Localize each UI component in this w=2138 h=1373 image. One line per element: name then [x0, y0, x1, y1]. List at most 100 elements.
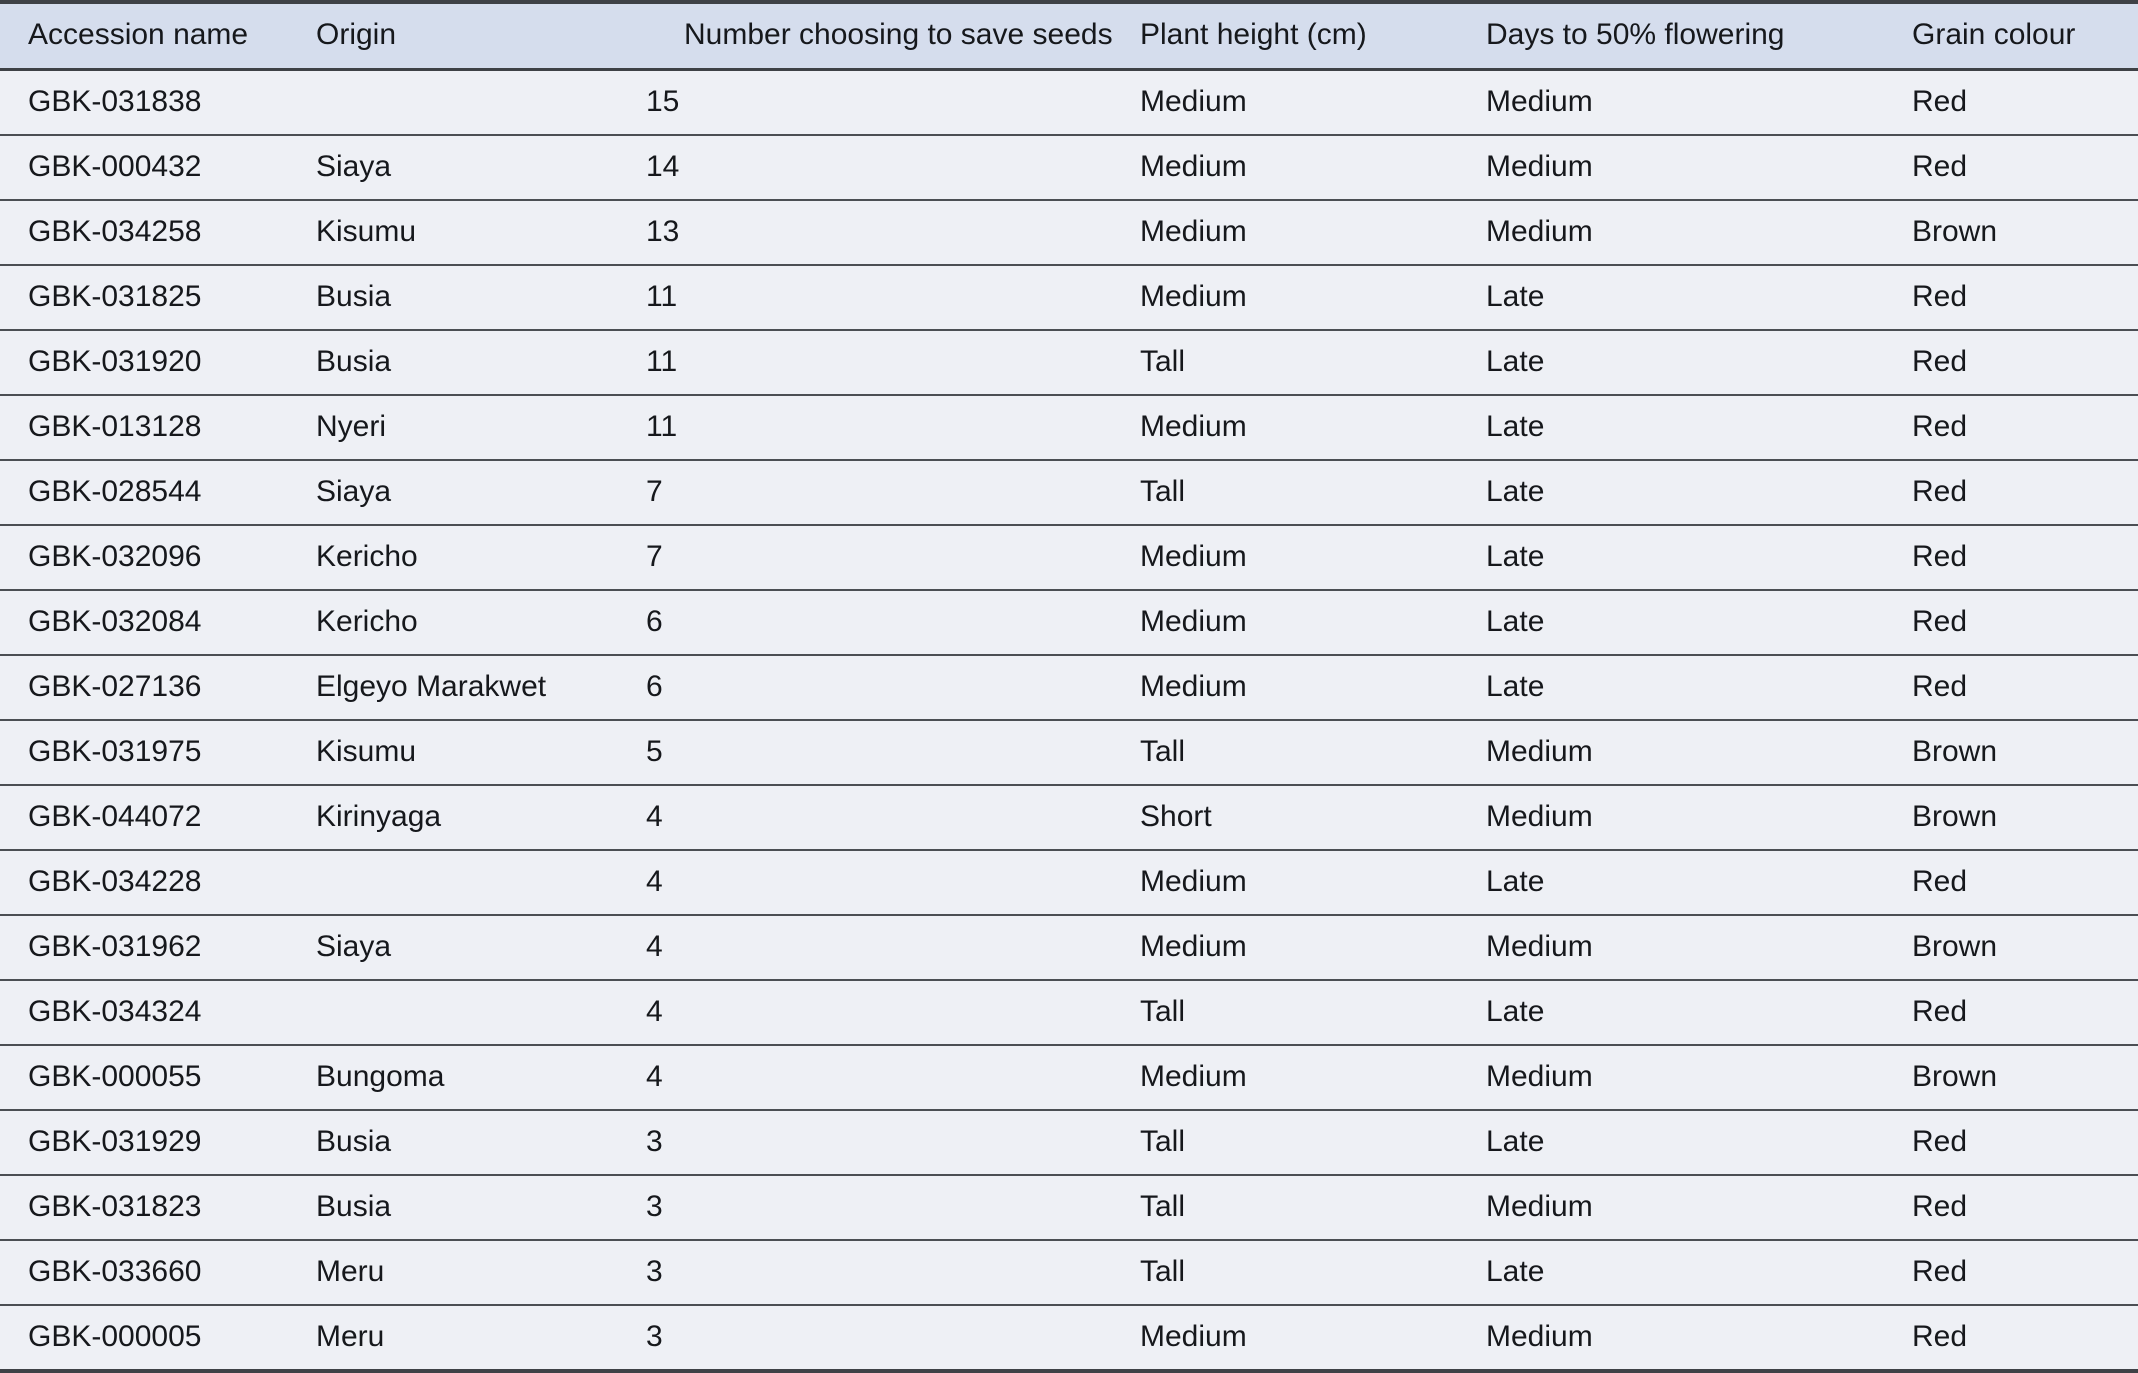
cell-days_to_flowering: Medium [1460, 1045, 1886, 1111]
cell-plant_height: Medium [1114, 1045, 1460, 1111]
cell-days_to_flowering: Late [1460, 330, 1886, 396]
cell-days_to_flowering: Late [1460, 525, 1886, 591]
cell-origin [288, 69, 646, 136]
table-row: GBK-034228 4 Medium Late Red [0, 850, 2138, 916]
cell-days_to_flowering: Medium [1460, 135, 1886, 201]
cell-grain_colour: Red [1886, 1305, 2138, 1373]
cell-origin: Siaya [288, 135, 646, 201]
cell-number_saving_seeds: 14 [646, 135, 1114, 201]
column-header-plant-height: Plant height (cm) [1114, 0, 1460, 71]
cell-plant_height: Medium [1114, 590, 1460, 656]
cell-origin: Meru [288, 1305, 646, 1373]
cell-accession_name: GBK-031838 [0, 69, 288, 136]
cell-accession_name: GBK-031825 [0, 265, 288, 331]
cell-plant_height: Medium [1114, 200, 1460, 266]
column-header-grain-colour: Grain colour [1886, 0, 2138, 71]
table-row: GBK-013128 Nyeri 11 Medium Late Red [0, 395, 2138, 461]
cell-plant_height: Tall [1114, 1240, 1460, 1306]
cell-origin: Siaya [288, 460, 646, 526]
cell-accession_name: GBK-031929 [0, 1110, 288, 1176]
cell-accession_name: GBK-031962 [0, 915, 288, 981]
cell-plant_height: Tall [1114, 1175, 1460, 1241]
cell-origin [288, 850, 646, 916]
cell-days_to_flowering: Late [1460, 980, 1886, 1046]
cell-accession_name: GBK-028544 [0, 460, 288, 526]
table-row: GBK-028544 Siaya 7 Tall Late Red [0, 460, 2138, 526]
table-row: GBK-027136 Elgeyo Marakwet 6 Medium Late Red [0, 655, 2138, 721]
cell-accession_name: GBK-000055 [0, 1045, 288, 1111]
cell-grain_colour: Brown [1886, 720, 2138, 786]
cell-origin: Busia [288, 330, 646, 396]
cell-plant_height: Medium [1114, 1305, 1460, 1373]
cell-days_to_flowering: Late [1460, 460, 1886, 526]
cell-number_saving_seeds: 4 [646, 785, 1114, 851]
table-row: GBK-000432 Siaya 14 Medium Medium Red [0, 135, 2138, 201]
cell-plant_height: Medium [1114, 525, 1460, 591]
cell-grain_colour: Red [1886, 135, 2138, 201]
cell-grain_colour: Brown [1886, 915, 2138, 981]
cell-origin [288, 980, 646, 1046]
cell-days_to_flowering: Medium [1460, 720, 1886, 786]
cell-origin: Kericho [288, 525, 646, 591]
cell-days_to_flowering: Late [1460, 655, 1886, 721]
cell-number_saving_seeds: 7 [646, 460, 1114, 526]
cell-days_to_flowering: Medium [1460, 1305, 1886, 1373]
cell-days_to_flowering: Late [1460, 590, 1886, 656]
cell-origin: Bungoma [288, 1045, 646, 1111]
table-row: GBK-034324 4 Tall Late Red [0, 980, 2138, 1046]
table-header: Accession name Origin Number choosing to… [0, 0, 2138, 71]
cell-plant_height: Medium [1114, 655, 1460, 721]
cell-origin: Busia [288, 1175, 646, 1241]
cell-origin: Nyeri [288, 395, 646, 461]
cell-accession_name: GBK-000005 [0, 1305, 288, 1373]
cell-number_saving_seeds: 11 [646, 395, 1114, 461]
cell-days_to_flowering: Late [1460, 1110, 1886, 1176]
cell-number_saving_seeds: 4 [646, 915, 1114, 981]
cell-grain_colour: Red [1886, 1175, 2138, 1241]
cell-origin: Busia [288, 1110, 646, 1176]
cell-origin: Kisumu [288, 200, 646, 266]
table-row: GBK-031825 Busia 11 Medium Late Red [0, 265, 2138, 331]
cell-accession_name: GBK-031920 [0, 330, 288, 396]
cell-grain_colour: Red [1886, 525, 2138, 591]
column-header-days-to-flowering: Days to 50% flowering [1460, 0, 1886, 71]
cell-number_saving_seeds: 11 [646, 265, 1114, 331]
cell-grain_colour: Red [1886, 655, 2138, 721]
cell-plant_height: Medium [1114, 69, 1460, 136]
cell-plant_height: Tall [1114, 1110, 1460, 1176]
cell-grain_colour: Red [1886, 330, 2138, 396]
column-header-origin: Origin [288, 0, 646, 71]
cell-grain_colour: Red [1886, 850, 2138, 916]
table-row: GBK-000005 Meru 3 Medium Medium Red [0, 1305, 2138, 1373]
cell-accession_name: GBK-044072 [0, 785, 288, 851]
cell-number_saving_seeds: 4 [646, 850, 1114, 916]
cell-number_saving_seeds: 6 [646, 590, 1114, 656]
column-header-number-saving-seeds: Number choosing to save seeds [646, 0, 1114, 71]
cell-plant_height: Tall [1114, 330, 1460, 396]
cell-days_to_flowering: Medium [1460, 69, 1886, 136]
cell-days_to_flowering: Late [1460, 265, 1886, 331]
table-row: GBK-031838 15 Medium Medium Red [0, 69, 2138, 136]
cell-origin: Busia [288, 265, 646, 331]
cell-plant_height: Tall [1114, 980, 1460, 1046]
cell-number_saving_seeds: 11 [646, 330, 1114, 396]
cell-number_saving_seeds: 3 [646, 1240, 1114, 1306]
cell-plant_height: Medium [1114, 395, 1460, 461]
cell-origin: Siaya [288, 915, 646, 981]
cell-number_saving_seeds: 15 [646, 69, 1114, 136]
cell-number_saving_seeds: 7 [646, 525, 1114, 591]
table-header-row: Accession name Origin Number choosing to… [0, 0, 2138, 71]
cell-days_to_flowering: Late [1460, 1240, 1886, 1306]
table-row: GBK-033660 Meru 3 Tall Late Red [0, 1240, 2138, 1306]
cell-accession_name: GBK-027136 [0, 655, 288, 721]
cell-grain_colour: Red [1886, 395, 2138, 461]
cell-days_to_flowering: Medium [1460, 200, 1886, 266]
cell-accession_name: GBK-000432 [0, 135, 288, 201]
cell-accession_name: GBK-032084 [0, 590, 288, 656]
table-row: GBK-044072 Kirinyaga 4 Short Medium Brown [0, 785, 2138, 851]
cell-grain_colour: Red [1886, 1110, 2138, 1176]
table-row: GBK-032084 Kericho 6 Medium Late Red [0, 590, 2138, 656]
cell-number_saving_seeds: 5 [646, 720, 1114, 786]
